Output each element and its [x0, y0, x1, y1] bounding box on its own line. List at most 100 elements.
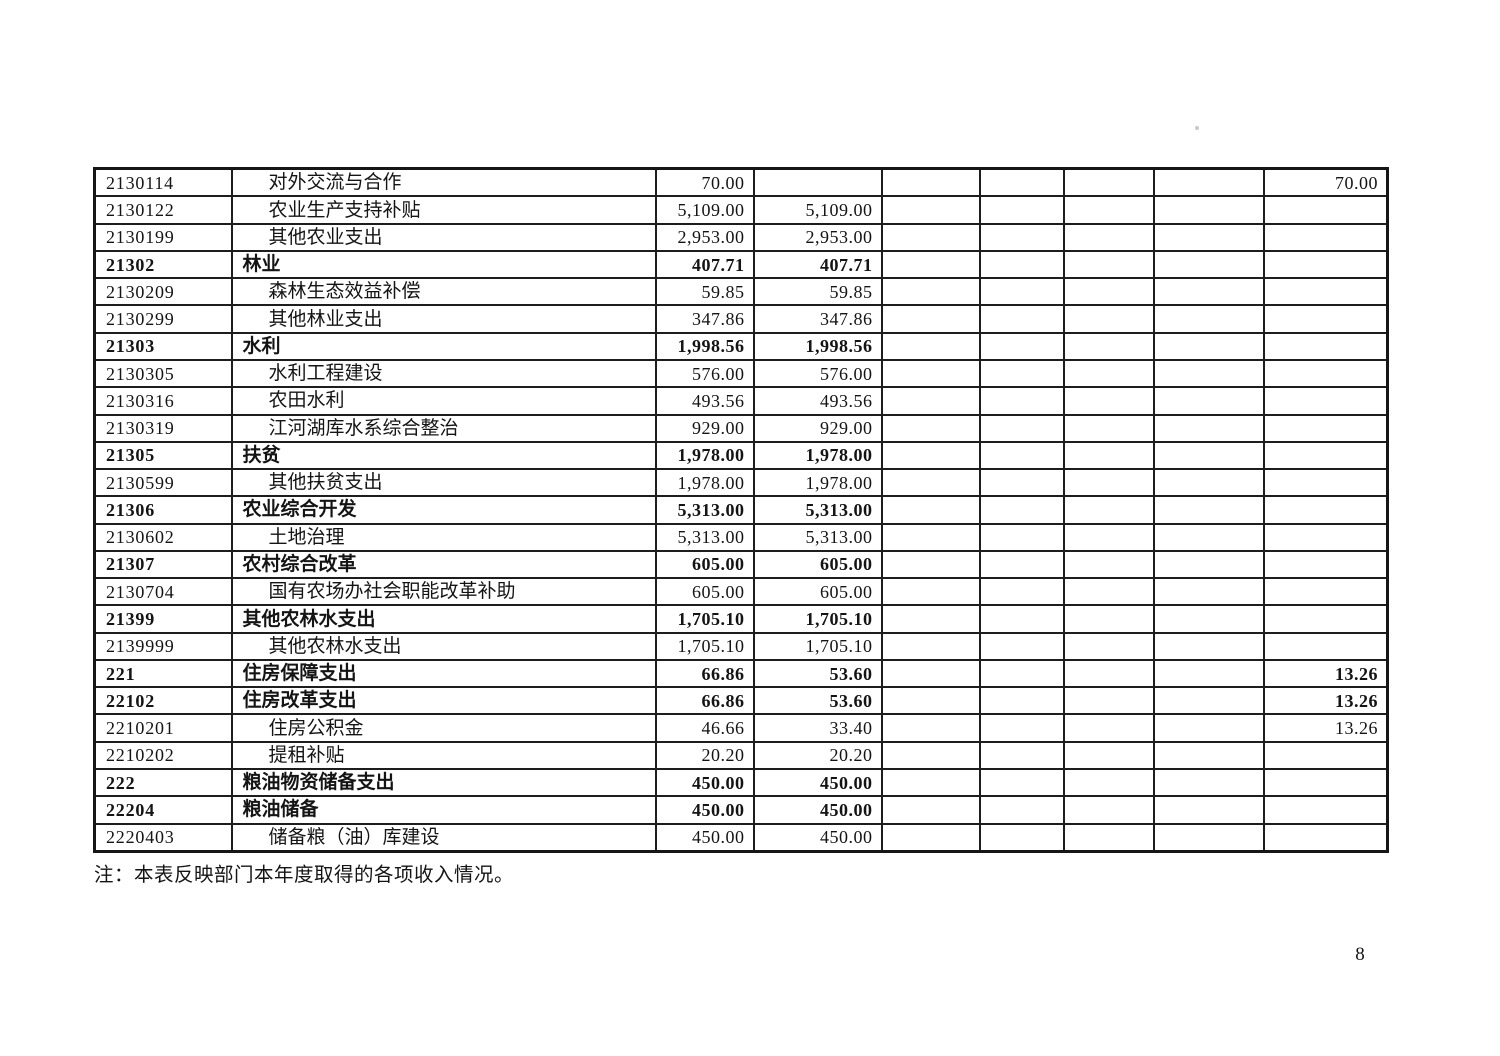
amount-cell-2: 1,978.00	[752, 468, 883, 498]
amount-cell-1: 70.00	[654, 167, 755, 198]
empty-cell	[1152, 686, 1265, 716]
amount-cell-2	[752, 167, 883, 198]
amount-cell-2: 450.00	[752, 795, 883, 825]
budget-name-cell: 农村综合改革	[230, 549, 657, 580]
empty-cell	[1062, 795, 1155, 825]
amount-cell-2: 1,978.00	[752, 440, 883, 471]
empty-cell	[880, 577, 981, 607]
budget-code-cell: 2130599	[93, 468, 233, 498]
amount-cell-last	[1262, 822, 1389, 853]
empty-cell	[880, 495, 981, 525]
amount-cell-1: 450.00	[654, 767, 755, 798]
budget-name-cell: 林业	[230, 249, 657, 280]
empty-cell	[1062, 195, 1155, 225]
table-row: 2130209 森林生态效益补偿 59.85 59.85	[93, 277, 1389, 307]
empty-cell	[978, 167, 1065, 198]
amount-cell-1: 46.66	[654, 713, 755, 743]
empty-cell	[1062, 549, 1155, 580]
amount-cell-2: 2,953.00	[752, 222, 883, 252]
amount-cell-1: 5,109.00	[654, 195, 755, 225]
empty-cell	[1152, 468, 1265, 498]
empty-cell	[978, 713, 1065, 743]
empty-cell	[1062, 577, 1155, 607]
empty-cell	[1152, 604, 1265, 634]
empty-cell	[1152, 277, 1265, 307]
amount-cell-2: 605.00	[752, 549, 883, 580]
empty-cell	[1152, 195, 1265, 225]
budget-name-cell: 储备粮（油）库建设	[230, 822, 657, 853]
budget-code-cell: 2130122	[93, 195, 233, 225]
amount-cell-last	[1262, 304, 1389, 334]
budget-name-cell: 住房公积金	[230, 713, 657, 743]
empty-cell	[880, 713, 981, 743]
amount-cell-last	[1262, 740, 1389, 770]
empty-cell	[1062, 686, 1155, 716]
empty-cell	[880, 522, 981, 552]
empty-cell	[880, 277, 981, 307]
amount-cell-1: 1,705.10	[654, 604, 755, 634]
amount-cell-2: 5,109.00	[752, 195, 883, 225]
budget-name-cell: 农业生产支持补贴	[230, 195, 657, 225]
empty-cell	[880, 249, 981, 280]
amount-cell-last: 13.26	[1262, 686, 1389, 716]
amount-cell-last	[1262, 495, 1389, 525]
amount-cell-1: 20.20	[654, 740, 755, 770]
empty-cell	[1062, 713, 1155, 743]
empty-cell	[1152, 822, 1265, 853]
empty-cell	[880, 358, 981, 389]
empty-cell	[978, 195, 1065, 225]
empty-cell	[1152, 522, 1265, 552]
table-row: 21307 农村综合改革 605.00 605.00	[93, 549, 1389, 580]
amount-cell-1: 1,998.56	[654, 331, 755, 362]
empty-cell	[978, 413, 1065, 443]
empty-cell	[1152, 167, 1265, 198]
empty-cell	[880, 468, 981, 498]
table-row: 22204 粮油储备 450.00 450.00	[93, 795, 1389, 825]
table-row: 2130602 土地治理 5,313.00 5,313.00	[93, 522, 1389, 552]
empty-cell	[1152, 577, 1265, 607]
empty-cell	[978, 495, 1065, 525]
empty-cell	[880, 413, 981, 443]
budget-name-cell: 土地治理	[230, 522, 657, 552]
empty-cell	[1152, 658, 1265, 689]
empty-cell	[978, 277, 1065, 307]
empty-cell	[1152, 740, 1265, 770]
amount-cell-last	[1262, 631, 1389, 661]
budget-code-cell: 2130704	[93, 577, 233, 607]
empty-cell	[978, 740, 1065, 770]
budget-name-cell: 农业综合开发	[230, 495, 657, 525]
empty-cell	[978, 249, 1065, 280]
table-row: 21302 林业 407.71 407.71	[93, 249, 1389, 280]
empty-cell	[1152, 713, 1265, 743]
amount-cell-last: 70.00	[1262, 167, 1389, 198]
table-row: 2130199 其他农业支出 2,953.00 2,953.00	[93, 222, 1389, 252]
budget-name-cell: 国有农场办社会职能改革补助	[230, 577, 657, 607]
empty-cell	[1152, 386, 1265, 416]
empty-cell	[978, 686, 1065, 716]
amount-cell-last	[1262, 249, 1389, 280]
budget-code-cell: 21399	[93, 604, 233, 634]
empty-cell	[880, 222, 981, 252]
empty-cell	[880, 440, 981, 471]
table-row: 21399 其他农林水支出 1,705.10 1,705.10	[93, 604, 1389, 634]
empty-cell	[1152, 331, 1265, 362]
empty-cell	[880, 658, 981, 689]
empty-cell	[978, 468, 1065, 498]
budget-name-cell: 水利工程建设	[230, 358, 657, 389]
empty-cell	[1062, 631, 1155, 661]
amount-cell-2: 59.85	[752, 277, 883, 307]
empty-cell	[978, 795, 1065, 825]
amount-cell-last	[1262, 440, 1389, 471]
amount-cell-last	[1262, 195, 1389, 225]
empty-cell	[1062, 249, 1155, 280]
budget-code-cell: 2130602	[93, 522, 233, 552]
empty-cell	[880, 167, 981, 198]
table-row: 22102 住房改革支出 66.86 53.60 13.26	[93, 686, 1389, 716]
amount-cell-last	[1262, 795, 1389, 825]
empty-cell	[1062, 522, 1155, 552]
empty-cell	[1062, 167, 1155, 198]
budget-code-cell: 21302	[93, 249, 233, 280]
table-row: 2220403 储备粮（油）库建设 450.00 450.00	[93, 822, 1389, 853]
empty-cell	[978, 440, 1065, 471]
budget-code-cell: 21305	[93, 440, 233, 471]
